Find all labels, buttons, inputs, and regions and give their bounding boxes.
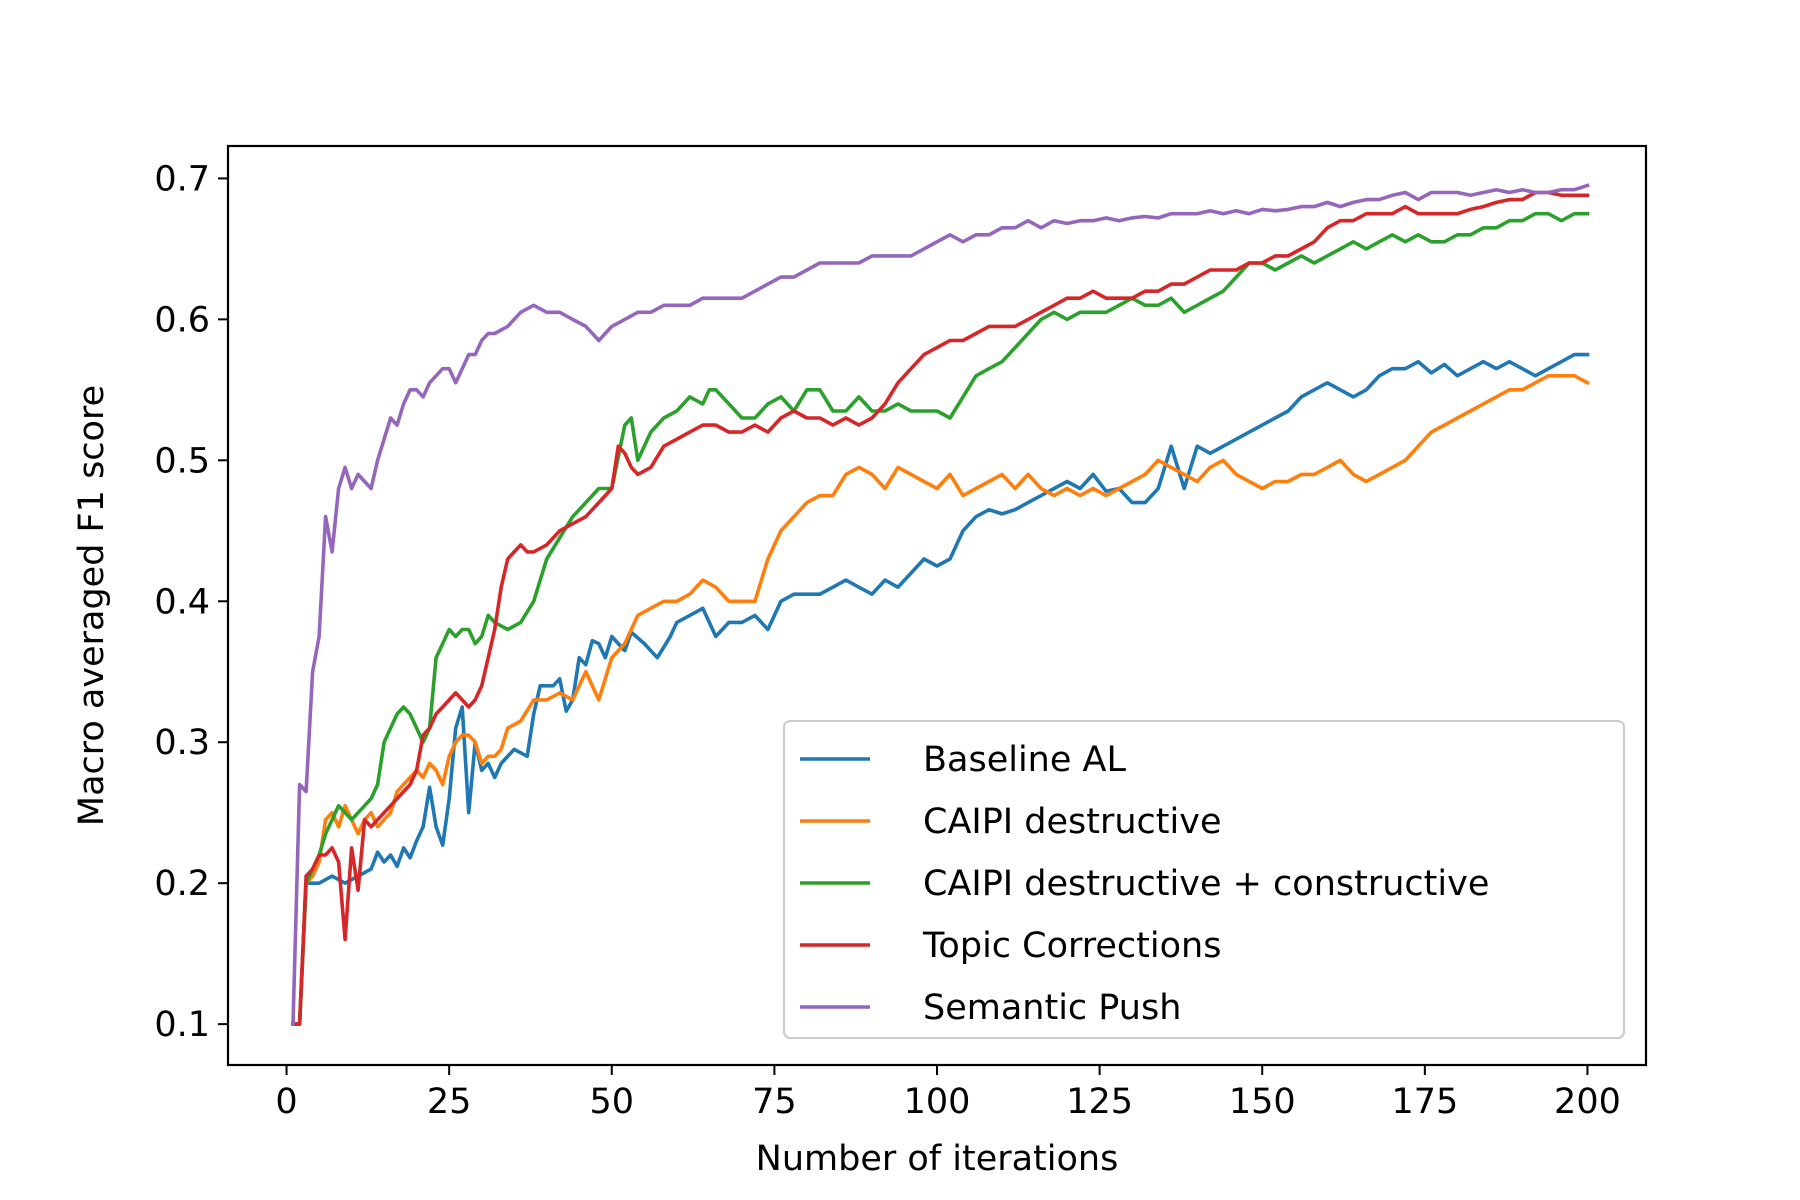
legend-label: Topic Corrections bbox=[922, 926, 1221, 966]
legend-label: CAIPI destructive bbox=[923, 802, 1221, 842]
x-axis-ticks: 0 25 50 75 100 125 150 175 200 bbox=[275, 1065, 1621, 1122]
series-line-1 bbox=[291, 374, 1590, 1026]
y-tick-label: 0.1 bbox=[154, 1005, 210, 1045]
series-line-3 bbox=[291, 190, 1590, 1026]
y-tick-label: 0.4 bbox=[154, 582, 210, 622]
x-tick-label: 100 bbox=[904, 1082, 971, 1122]
series-line-2 bbox=[291, 211, 1590, 1026]
x-tick-label: 25 bbox=[427, 1082, 472, 1122]
x-tick-label: 200 bbox=[1554, 1082, 1621, 1122]
y-axis-title: Macro averaged F1 score bbox=[72, 385, 112, 826]
x-tick-label: 75 bbox=[752, 1082, 797, 1122]
x-tick-label: 50 bbox=[589, 1082, 634, 1122]
legend-label: Semantic Push bbox=[923, 988, 1181, 1028]
legend: Baseline AL CAIPI destructive CAIPI destru… bbox=[783, 720, 1625, 1039]
legend-box bbox=[783, 720, 1625, 1039]
axes-frame bbox=[226, 144, 1648, 1067]
x-axis-title: Number of iterations bbox=[756, 1139, 1119, 1179]
series-line-4 bbox=[291, 183, 1590, 1026]
y-tick-label: 0.7 bbox=[154, 159, 210, 199]
legend-label: CAIPI destructive + constructive bbox=[923, 864, 1489, 904]
plot-area bbox=[291, 183, 1590, 1026]
x-tick-label: 0 bbox=[275, 1082, 297, 1122]
x-tick-label: 125 bbox=[1066, 1082, 1133, 1122]
legend-label: Baseline AL bbox=[923, 740, 1126, 780]
y-tick-label: 0.2 bbox=[154, 864, 210, 904]
series-line-0 bbox=[291, 352, 1590, 1026]
y-axis-ticks: 0.1 0.2 0.3 0.4 0.5 0.6 0.7 bbox=[154, 159, 228, 1045]
y-tick-label: 0.6 bbox=[154, 300, 210, 340]
x-tick-label: 175 bbox=[1391, 1082, 1458, 1122]
x-tick-label: 150 bbox=[1229, 1082, 1296, 1122]
y-tick-label: 0.3 bbox=[154, 723, 210, 763]
y-tick-label: 0.5 bbox=[154, 441, 210, 481]
